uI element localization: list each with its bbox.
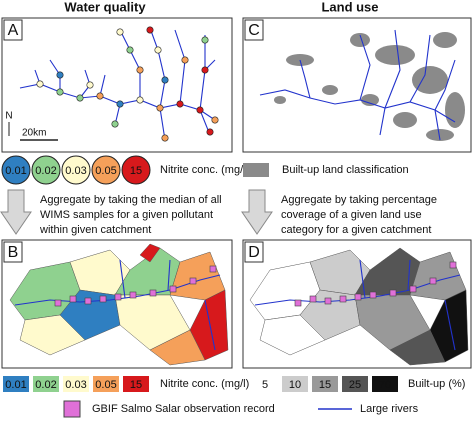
legend-class: 0.05: [95, 165, 116, 177]
legend-label: Built-up land classification: [282, 164, 409, 176]
gbif-swatch: [63, 400, 81, 418]
legend-swatch: [372, 376, 398, 392]
legend-circle: [61, 155, 91, 185]
gbif-label: GBIF Salmo Salar observation record: [92, 403, 275, 415]
legend-swatch: [252, 376, 278, 392]
arrow-caption: category for a given catchment: [281, 224, 431, 236]
legend-class: 15: [319, 379, 331, 391]
legend-label: Nitrite conc. (mg/l): [160, 164, 249, 176]
arrow-caption: within given catchment: [39, 224, 151, 236]
letter-box: [3, 241, 23, 263]
panel-letter: B: [8, 244, 19, 261]
legend-swatch: [243, 163, 269, 177]
legend-c: Built-up land classification: [243, 163, 409, 177]
legend-class: 0.01: [5, 379, 26, 391]
right-title: Land use: [321, 0, 378, 14]
arrow-caption: WIMS samples for a given pollutant: [40, 209, 213, 221]
panel-letter: D: [248, 244, 260, 261]
scale-label: 20km: [22, 128, 46, 139]
legend-circle: [31, 155, 61, 185]
gbif-points: [54, 265, 217, 307]
legend-b: Nitrite conc. (mg/l) 0.01 0.02 0.03 0.05 15: [3, 376, 249, 392]
down-arrow: [0, 189, 32, 235]
legend-swatch: [3, 376, 29, 392]
legend-d: Built-up (%) 5 10 15 25 70: [252, 376, 465, 392]
legend-swatch: [93, 376, 119, 392]
legend-class: 0.02: [35, 379, 56, 391]
left-title: Water quality: [64, 0, 146, 14]
river-network: [259, 29, 456, 141]
gbif-points: [294, 261, 457, 307]
panel-a: A N 20km: [1, 17, 233, 153]
panel-d: D: [242, 239, 472, 369]
legend-class: 15: [130, 165, 142, 177]
panel-letter: A: [8, 22, 19, 39]
arrow-caption: coverage of a given land use: [281, 209, 422, 221]
down-arrow: [241, 189, 273, 235]
legend-class: 70: [379, 379, 391, 391]
legend-circle: [91, 155, 121, 185]
letter-box: [3, 19, 23, 41]
catchments: [9, 243, 229, 366]
legend-class: 10: [289, 379, 301, 391]
legend-class: 25: [349, 379, 361, 391]
arrow-caption: Aggregate by taking the median of all: [40, 194, 222, 206]
legend-swatch: [63, 376, 89, 392]
sample-points: [36, 26, 219, 142]
rivers-label: Large rivers: [360, 403, 419, 415]
legend-a: 0.01 0.02 0.03 0.05 15 Nitrite conc. (mg/l): [1, 155, 249, 185]
legend-class: 0.05: [95, 379, 116, 391]
legend-swatch: [312, 376, 338, 392]
legend-class: 0.01: [5, 165, 26, 177]
legend-circle: [1, 155, 31, 185]
legend-label: Built-up (%): [408, 378, 465, 390]
panel-letter: C: [248, 22, 260, 39]
panel-b: B: [1, 239, 233, 369]
letter-box: [244, 19, 264, 41]
legend-circle: [121, 155, 151, 185]
legend-class: 15: [130, 379, 142, 391]
arrow-caption: Aggregate by taking percentage: [281, 194, 437, 206]
legend-swatch: [33, 376, 59, 392]
legend-class: 0.03: [65, 379, 86, 391]
legend-class: 0.02: [35, 165, 56, 177]
legend-class: 0.03: [65, 165, 86, 177]
north-label: N: [5, 111, 12, 122]
panel-c: C: [242, 17, 472, 153]
legend-class: 5: [262, 379, 268, 391]
letter-box: [244, 241, 264, 263]
legend-swatch: [282, 376, 308, 392]
legend-swatch: [123, 376, 149, 392]
legend-label: Nitrite conc. (mg/l): [160, 378, 249, 390]
legend-swatch: [342, 376, 368, 392]
